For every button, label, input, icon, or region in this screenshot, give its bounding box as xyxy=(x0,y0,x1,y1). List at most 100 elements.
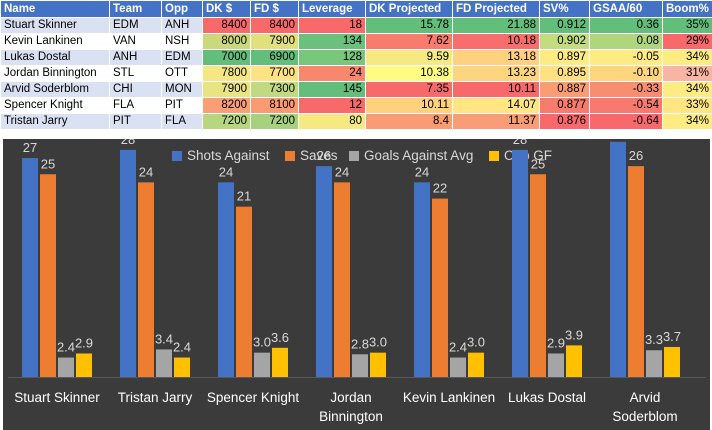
bar-2-2 xyxy=(254,352,270,377)
table-row: Jordan Binnington STL OTT 7800 7700 24 10.38 13… xyxy=(0,65,712,82)
data-label-3-3: 3.0 xyxy=(369,335,387,350)
data-label-0-5: 28 xyxy=(513,139,527,147)
bar-2-6 xyxy=(646,350,662,377)
data-label-3-4: 3.0 xyxy=(467,335,485,350)
cell-fd-salary: 7900 xyxy=(250,33,299,50)
table-row: Stuart Skinner EDM ANH 8400 8400 18 15.78 21.88… xyxy=(0,17,712,34)
cell-team: PIT xyxy=(109,113,162,130)
bar-2-4 xyxy=(450,357,466,377)
data-label-1-1: 24 xyxy=(139,164,153,179)
cell-fd-projected: 14.07 xyxy=(452,97,540,114)
cell-fd-projected: 13.23 xyxy=(452,65,540,82)
cell-fd-projected: 10.11 xyxy=(452,81,540,98)
data-label-1-5: 25 xyxy=(531,156,545,171)
cell-dk-projected: 10.38 xyxy=(365,65,453,82)
header-name: Name xyxy=(0,0,110,18)
cell-fd-salary: 7200 xyxy=(250,113,299,130)
data-label-0-4: 24 xyxy=(415,164,429,179)
data-label-2-0: 2.4 xyxy=(57,340,75,355)
header-team: Team xyxy=(109,0,162,18)
data-label-3-6: 3.7 xyxy=(663,329,681,344)
cell-fd-salary: 8100 xyxy=(250,97,299,114)
cell-opp: FLA xyxy=(161,113,203,130)
bar-3-3 xyxy=(370,352,386,377)
chart-canvas: Shots Against Saves Goals Against Avg Opp G… xyxy=(8,139,706,424)
cell-sv-pct: 0.897 xyxy=(539,49,590,66)
cell-team: EDM xyxy=(109,17,162,34)
cell-leverage: 24 xyxy=(298,65,366,82)
cell-gsaa60: -0.05 xyxy=(589,49,663,66)
cell-name: Kevin Lankinen xyxy=(0,33,110,50)
data-label-0-0: 27 xyxy=(23,140,37,155)
header-boom-pct: Boom% xyxy=(662,0,712,18)
goalie-bar-chart: Shots Against Saves Goals Against Avg Opp G… xyxy=(3,139,710,430)
cell-boom-pct: 34% xyxy=(662,49,712,66)
cell-gsaa60: 0.36 xyxy=(589,17,663,34)
cell-gsaa60: -0.54 xyxy=(589,97,663,114)
table-row: Kevin Lankinen VAN NSH 8000 7900 134 7.62 10.18… xyxy=(0,33,712,50)
bar-2-1 xyxy=(156,349,172,377)
cell-opp: PIT xyxy=(161,97,203,114)
cell-team: ANH xyxy=(109,49,162,66)
cell-dk-salary: 7800 xyxy=(202,65,251,82)
bar-0-5 xyxy=(512,149,528,377)
cell-gsaa60: -0.33 xyxy=(589,81,663,98)
cell-sv-pct: 0.876 xyxy=(539,113,590,130)
table-row: Tristan Jarry PIT FLA 7200 7200 80 8.4 11.37 0.8… xyxy=(0,113,712,130)
header-dk-projected: DK Projected xyxy=(365,0,453,18)
bar-1-4 xyxy=(432,198,448,377)
cell-opp: EDM xyxy=(161,49,203,66)
bar-3-4 xyxy=(468,352,484,377)
cell-dk-salary: 7200 xyxy=(202,113,251,130)
bar-1-1 xyxy=(138,182,154,377)
cell-boom-pct: 34% xyxy=(662,81,712,98)
bar-3-0 xyxy=(76,353,92,377)
data-label-3-0: 2.9 xyxy=(75,335,93,350)
cell-team: VAN xyxy=(109,33,162,50)
header-fd-projected: FD Projected xyxy=(452,0,540,18)
cell-name: Spencer Knight xyxy=(0,97,110,114)
category-label-0-0: Stuart Skinner xyxy=(14,390,100,405)
cell-dk-salary: 8000 xyxy=(202,33,251,50)
data-label-3-5: 3.9 xyxy=(565,327,583,342)
category-label-6-0: Arvid xyxy=(630,390,661,405)
bar-3-1 xyxy=(174,357,190,377)
bar-1-3 xyxy=(334,182,350,377)
cell-leverage: 80 xyxy=(298,113,366,130)
legend-swatch-1 xyxy=(285,151,295,161)
cell-boom-pct: 33% xyxy=(662,97,712,114)
legend-swatch-3 xyxy=(489,151,499,161)
table-row: Arvid Soderblom CHI MON 7900 7300 145 7.35 10.1… xyxy=(0,81,712,98)
cell-name: Arvid Soderblom xyxy=(0,81,110,98)
cell-fd-projected: 10.18 xyxy=(452,33,540,50)
legend-label-2: Goals Against Avg xyxy=(364,148,473,163)
legend-label-0: Shots Against xyxy=(187,148,270,163)
bar-3-6 xyxy=(664,346,680,377)
data-label-0-2: 24 xyxy=(219,164,233,179)
category-label-4-0: Kevin Lankinen xyxy=(403,390,495,405)
cell-gsaa60: 0.08 xyxy=(589,33,663,50)
cell-gsaa60: -0.64 xyxy=(589,113,663,130)
cell-opp: MON xyxy=(161,81,203,98)
bar-3-5 xyxy=(566,345,582,377)
cell-leverage: 18 xyxy=(298,17,366,34)
cell-team: FLA xyxy=(109,97,162,114)
data-label-2-6: 3.3 xyxy=(645,332,663,347)
table-header-row: Name Team Opp DK $ FD $ Leverage DK Projected F… xyxy=(0,0,712,18)
cell-dk-projected: 10.11 xyxy=(365,97,453,114)
data-label-0-3: 26 xyxy=(317,148,331,163)
data-label-1-4: 22 xyxy=(433,181,447,196)
category-label-1-0: Tristan Jarry xyxy=(118,390,193,405)
data-label-0-1: 28 xyxy=(121,139,135,147)
table-row: Spencer Knight FLA PIT 8200 8100 12 10.11 14.07… xyxy=(0,97,712,114)
bar-3-2 xyxy=(272,347,288,377)
cell-boom-pct: 35% xyxy=(662,17,712,34)
cell-name: Stuart Skinner xyxy=(0,17,110,34)
header-leverage: Leverage xyxy=(298,0,366,18)
cell-leverage: 134 xyxy=(298,33,366,50)
cell-name: Jordan Binnington xyxy=(0,65,110,82)
category-label-3-1: Binnington xyxy=(319,409,383,424)
bar-1-6 xyxy=(628,166,644,377)
category-label-2-0: Spencer Knight xyxy=(207,390,300,405)
cell-fd-projected: 21.88 xyxy=(452,17,540,34)
